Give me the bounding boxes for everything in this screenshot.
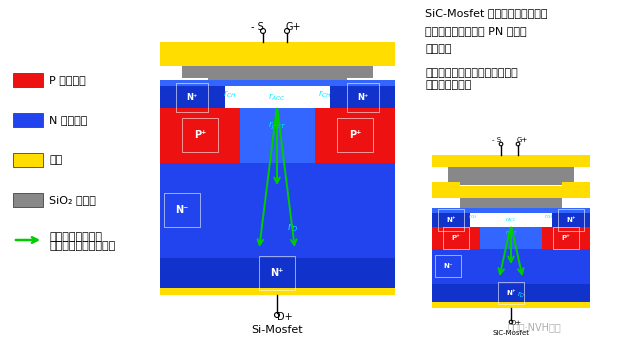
- Bar: [160, 42, 395, 56]
- Text: G+: G+: [285, 22, 301, 32]
- Text: $r_{JFET}$: $r_{JFET}$: [505, 229, 517, 239]
- Text: 且响应速度更快: 且响应速度更快: [425, 80, 471, 90]
- Text: N⁺: N⁺: [186, 93, 197, 102]
- Bar: [432, 213, 470, 227]
- Bar: [480, 227, 542, 249]
- Bar: [13, 153, 43, 167]
- Text: $r_{CH}$: $r_{CH}$: [468, 213, 478, 222]
- Text: Si-Mosfet: Si-Mosfet: [251, 325, 303, 335]
- Bar: [432, 249, 590, 284]
- Text: $r_{ACC}$: $r_{ACC}$: [268, 91, 286, 103]
- Bar: [452, 186, 570, 198]
- Bar: [195, 52, 360, 66]
- Bar: [347, 44, 395, 66]
- Text: SiO₂ 绝缘层: SiO₂ 绝缘层: [49, 195, 96, 205]
- Bar: [160, 258, 395, 288]
- Bar: [13, 113, 43, 127]
- Text: - S: - S: [250, 22, 263, 32]
- Text: N⁻: N⁻: [443, 263, 453, 269]
- Text: $r_{D}$: $r_{D}$: [517, 290, 525, 300]
- Bar: [448, 167, 574, 185]
- Text: 金属: 金属: [49, 155, 62, 165]
- Text: N⁺: N⁺: [446, 217, 456, 223]
- Text: $r_{CH}$: $r_{CH}$: [223, 88, 237, 100]
- Bar: [432, 182, 460, 198]
- Text: $r_{JFET}$: $r_{JFET}$: [268, 120, 286, 132]
- Text: $r_{CH}$: $r_{CH}$: [544, 213, 554, 222]
- Text: - S: - S: [492, 137, 501, 143]
- Bar: [460, 198, 562, 208]
- Text: 自由电子运动方向: 自由电子运动方向: [49, 232, 102, 242]
- Text: P⁺: P⁺: [349, 130, 361, 140]
- Text: SiC-Mosfet 有更高的掺杂浓度，: SiC-Mosfet 有更高的掺杂浓度，: [425, 8, 547, 18]
- Text: 公众号·NVH百科: 公众号·NVH百科: [507, 322, 561, 332]
- Text: $r_{CH}$: $r_{CH}$: [318, 88, 332, 100]
- Text: N⁺: N⁺: [506, 290, 516, 296]
- Text: 移层更薄: 移层更薄: [425, 44, 452, 54]
- Text: N 型半导体: N 型半导体: [49, 115, 87, 125]
- Text: G+: G+: [517, 137, 527, 143]
- Text: P⁺: P⁺: [452, 235, 461, 241]
- Text: N⁺: N⁺: [566, 217, 576, 223]
- Text: P 型半导体: P 型半导体: [49, 75, 86, 85]
- Bar: [160, 163, 395, 258]
- Text: N⁺: N⁺: [270, 268, 283, 278]
- Bar: [432, 227, 590, 249]
- Bar: [432, 208, 590, 213]
- Text: N⁻: N⁻: [175, 205, 189, 215]
- Bar: [160, 86, 225, 108]
- Bar: [160, 288, 395, 295]
- Bar: [432, 284, 590, 302]
- Text: D+: D+: [510, 320, 522, 326]
- Text: D+: D+: [277, 312, 293, 322]
- Text: P⁺: P⁺: [194, 130, 206, 140]
- Text: （电流方向与之相反）: （电流方向与之相反）: [49, 241, 115, 251]
- Bar: [160, 80, 395, 86]
- Bar: [13, 73, 43, 87]
- Bar: [562, 182, 590, 198]
- Text: 因此电阻更小，导通损耗更小，: 因此电阻更小，导通损耗更小，: [425, 68, 518, 78]
- Bar: [160, 108, 395, 163]
- Bar: [552, 213, 590, 227]
- Bar: [13, 193, 43, 207]
- Text: $r_{ACC}$: $r_{ACC}$: [505, 215, 517, 224]
- Text: SiC-Mosfet: SiC-Mosfet: [492, 330, 529, 336]
- Bar: [208, 66, 347, 80]
- Text: P⁺: P⁺: [562, 235, 571, 241]
- Text: 更薄的电流通道，且 PN 结的漂: 更薄的电流通道，且 PN 结的漂: [425, 26, 527, 36]
- Bar: [432, 302, 590, 308]
- Text: $r_{D}$: $r_{D}$: [287, 222, 297, 234]
- Bar: [240, 108, 315, 163]
- Bar: [160, 44, 208, 66]
- Text: N⁺: N⁺: [357, 93, 369, 102]
- Bar: [182, 56, 373, 78]
- Bar: [432, 155, 590, 167]
- Bar: [330, 86, 395, 108]
